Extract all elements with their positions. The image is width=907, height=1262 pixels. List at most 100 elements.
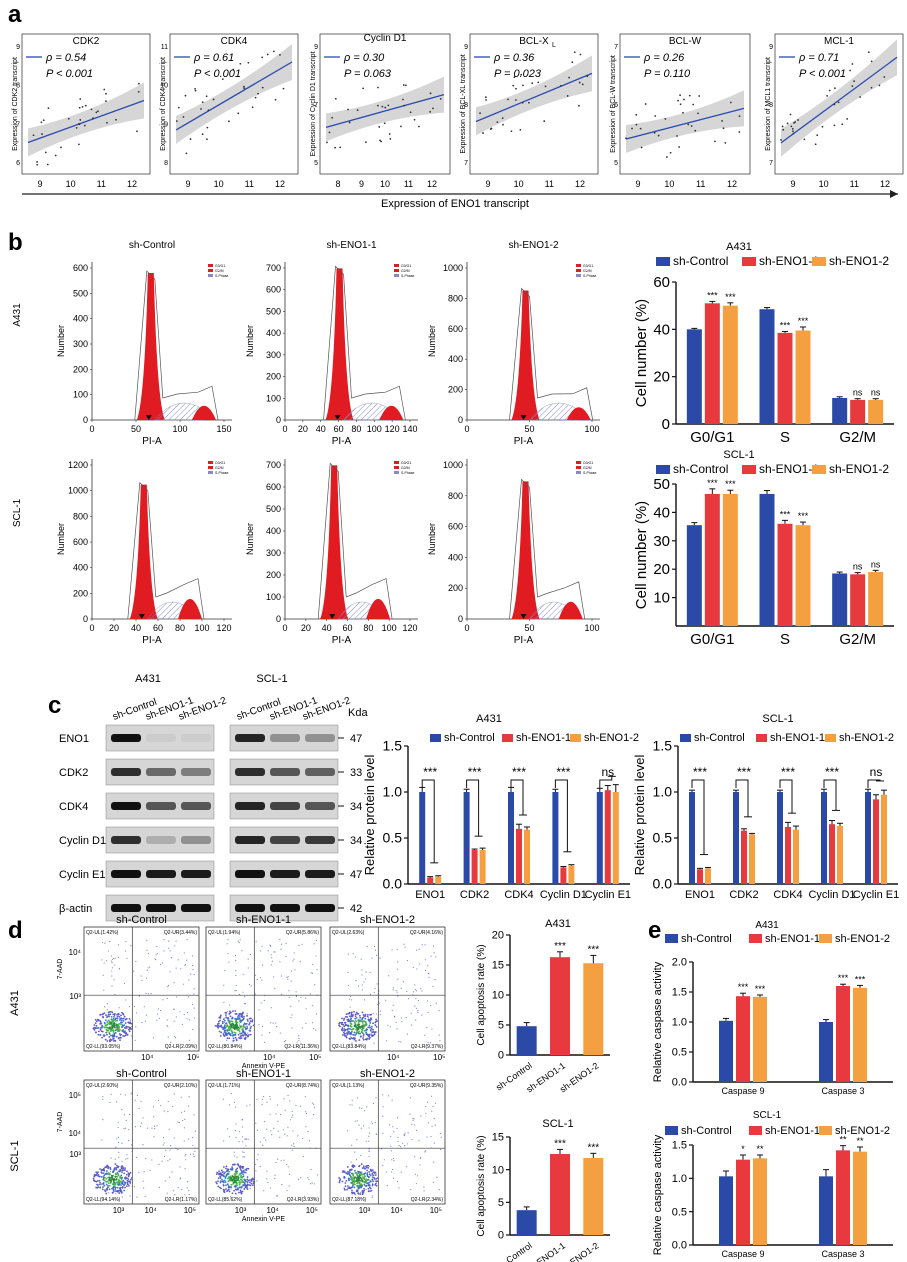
event-dot bbox=[241, 1034, 244, 1037]
event-dot bbox=[358, 1173, 361, 1176]
event-dot bbox=[124, 1022, 127, 1024]
y-tick: 2.0 bbox=[672, 957, 687, 969]
data-point bbox=[400, 125, 402, 128]
data-point bbox=[625, 137, 627, 140]
row-label: SCL-1 bbox=[9, 1140, 21, 1171]
significance-mark: *** bbox=[838, 973, 849, 983]
legend-label: G2/M bbox=[401, 269, 410, 273]
event-dot bbox=[105, 1026, 107, 1029]
event-dot bbox=[372, 1174, 375, 1177]
event-dot-sparse bbox=[107, 1019, 109, 1022]
data-point bbox=[257, 92, 259, 95]
event-dot-sparse bbox=[415, 1019, 417, 1021]
event-dot-sparse bbox=[168, 940, 170, 942]
event-dot bbox=[358, 1014, 361, 1017]
protein-band bbox=[111, 836, 141, 844]
event-dot bbox=[226, 1183, 229, 1186]
event-dot-sparse bbox=[114, 957, 116, 959]
event-dot-sparse bbox=[114, 1158, 116, 1160]
event-dot bbox=[362, 1177, 365, 1180]
confidence-band bbox=[476, 55, 592, 136]
event-dot bbox=[222, 1171, 224, 1173]
y-tick: 7 bbox=[16, 121, 20, 128]
event-dot-sparse bbox=[111, 970, 113, 972]
event-dot-sparse bbox=[387, 1095, 390, 1097]
quadrant-lr: Q2-LR(11.36%) bbox=[284, 1044, 319, 1050]
event-dot bbox=[102, 1186, 104, 1189]
data-point bbox=[870, 86, 873, 89]
x-axis-label: PI-A bbox=[142, 635, 162, 646]
data-point bbox=[92, 117, 94, 120]
event-dot-sparse bbox=[141, 979, 143, 981]
event-dot-sparse bbox=[228, 1032, 230, 1034]
event-dot-sparse bbox=[150, 993, 152, 995]
event-dot-sparse bbox=[103, 1185, 105, 1187]
event-dot bbox=[366, 1169, 369, 1172]
event-dot bbox=[229, 1027, 232, 1029]
event-dot-sparse bbox=[423, 1190, 425, 1192]
event-dot bbox=[248, 1023, 251, 1026]
bar bbox=[821, 792, 827, 884]
event-dot bbox=[102, 1167, 105, 1170]
event-dot bbox=[343, 1034, 346, 1037]
event-dot-sparse bbox=[102, 1098, 104, 1100]
event-dot bbox=[217, 1022, 220, 1025]
event-dot-sparse bbox=[187, 996, 190, 998]
event-dot-sparse bbox=[385, 1040, 387, 1042]
event-dot bbox=[368, 1033, 371, 1036]
event-dot-sparse bbox=[404, 946, 406, 948]
event-dot-sparse bbox=[163, 939, 165, 941]
legend-swatch bbox=[819, 934, 832, 943]
x-tick: 10 bbox=[664, 179, 674, 189]
x-tick: 12 bbox=[880, 179, 890, 189]
data-point bbox=[664, 118, 667, 120]
event-dot-sparse bbox=[177, 1149, 179, 1151]
event-dot bbox=[246, 1188, 249, 1191]
histogram-outline bbox=[317, 462, 393, 620]
event-dot bbox=[359, 1193, 362, 1196]
y-axis-label: Number bbox=[245, 325, 255, 357]
event-dot-sparse bbox=[427, 965, 429, 967]
event-dot bbox=[98, 1179, 101, 1182]
data-point bbox=[243, 85, 245, 88]
confidence-band bbox=[28, 82, 144, 157]
event-dot bbox=[359, 1019, 362, 1022]
event-dot-sparse bbox=[154, 1127, 156, 1130]
bar bbox=[777, 792, 783, 884]
significance-mark: *** bbox=[707, 478, 718, 488]
event-dot-sparse bbox=[351, 1104, 353, 1106]
event-dot-sparse bbox=[427, 1011, 429, 1013]
p-value: P < 0.001 bbox=[799, 68, 846, 80]
event-dot-sparse bbox=[300, 1042, 302, 1044]
event-dot bbox=[110, 1023, 112, 1026]
data-point bbox=[560, 84, 562, 87]
event-dot bbox=[350, 1037, 353, 1039]
event-dot bbox=[251, 1020, 253, 1023]
protein-label: Cyclin D1 bbox=[59, 835, 106, 847]
event-dot-sparse bbox=[173, 1093, 175, 1095]
event-dot-sparse bbox=[184, 1194, 186, 1196]
event-dot-sparse bbox=[169, 950, 171, 952]
event-dot bbox=[364, 1013, 367, 1016]
event-dot bbox=[345, 1035, 348, 1038]
event-dot bbox=[343, 1170, 346, 1173]
data-point bbox=[635, 113, 638, 116]
legend-swatch bbox=[394, 274, 399, 277]
significance-mark: *** bbox=[780, 320, 791, 330]
category-label: Cyclin E1 bbox=[853, 889, 899, 901]
event-dot bbox=[233, 1173, 236, 1176]
g0g1-peak bbox=[136, 273, 165, 420]
x-axis-label: Annexin V-PE bbox=[242, 1063, 286, 1070]
protein-band bbox=[270, 802, 300, 810]
event-dot-sparse bbox=[153, 1136, 155, 1138]
event-dot-sparse bbox=[185, 1159, 187, 1161]
event-dot-sparse bbox=[427, 1122, 430, 1124]
event-dot-sparse bbox=[349, 995, 352, 998]
event-dot-sparse bbox=[432, 1105, 434, 1107]
event-dot-sparse bbox=[288, 1173, 291, 1175]
event-dot-sparse bbox=[277, 1130, 279, 1132]
event-dot-sparse bbox=[227, 1128, 229, 1130]
event-dot bbox=[231, 1192, 234, 1195]
